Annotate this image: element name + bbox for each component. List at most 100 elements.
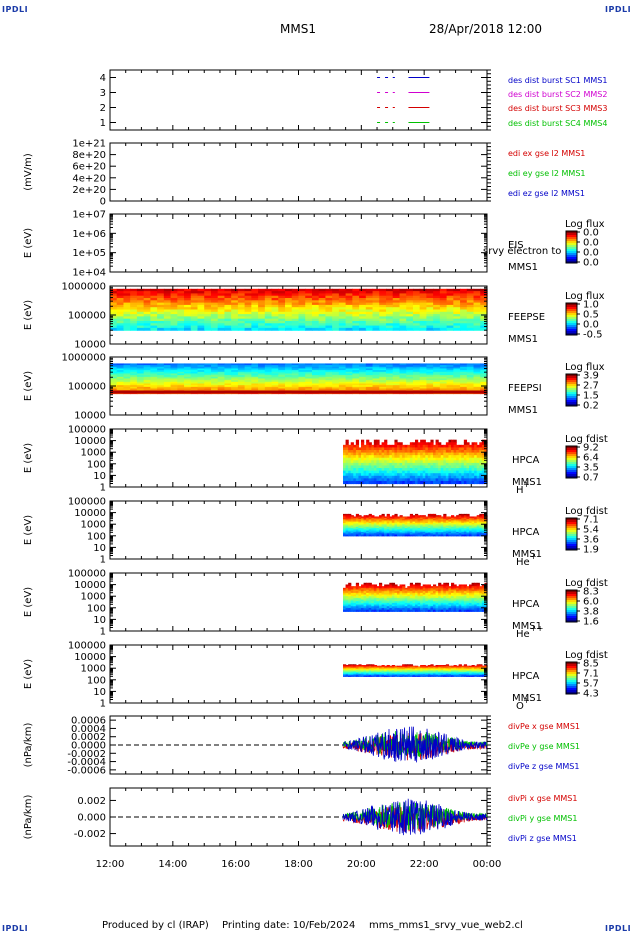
spectrogram-cell xyxy=(466,297,475,301)
spectrogram-cell xyxy=(430,522,434,525)
spectrogram-cell xyxy=(469,457,473,461)
spectrogram-cell xyxy=(376,596,380,599)
spectrogram-cell xyxy=(363,606,367,609)
colorbar-step xyxy=(566,448,577,451)
spectrogram-cell xyxy=(473,316,481,320)
spectrogram-cell xyxy=(451,522,455,525)
spectrogram-cell xyxy=(318,365,327,368)
spectrogram-cell xyxy=(136,295,145,299)
spectrogram-cell xyxy=(278,365,286,368)
spectrogram-cell xyxy=(237,314,246,317)
spectrogram-cell xyxy=(372,300,380,304)
spectrogram-cell xyxy=(479,519,483,521)
spectrogram-cell xyxy=(348,455,352,459)
spectrogram-cell xyxy=(366,524,370,527)
spectrogram-cell xyxy=(217,378,226,381)
spectrogram-cell xyxy=(371,599,375,602)
spectrogram-cell xyxy=(448,439,452,443)
spectrogram-cell xyxy=(325,297,333,301)
spectrogram-cell xyxy=(412,307,421,311)
spectrogram-cell xyxy=(371,449,375,454)
spectrogram-cell xyxy=(412,295,421,299)
spectrogram-cell xyxy=(130,300,138,304)
spectrogram-cell xyxy=(402,447,406,451)
spectrogram-cell xyxy=(177,307,185,311)
spectrogram-cell xyxy=(386,516,390,519)
spectrogram-cell xyxy=(461,521,465,524)
spectrogram-cell xyxy=(420,534,424,537)
spectrogram-cell xyxy=(443,447,447,451)
spectrogram-cell xyxy=(345,380,353,383)
spectrogram-cell xyxy=(258,297,266,301)
spectrogram-cell xyxy=(386,318,394,322)
spectrogram-cell xyxy=(361,594,365,597)
spectrogram-cell xyxy=(379,381,387,385)
spectrogram-cell xyxy=(350,515,354,518)
colorbar-step xyxy=(566,528,577,531)
spectrogram-cell xyxy=(343,609,347,612)
colorbar-step xyxy=(566,446,577,449)
spectrogram-cell xyxy=(419,385,428,388)
spectrogram-cell xyxy=(433,386,441,390)
spectrogram-cell xyxy=(170,365,178,368)
probe-label: MMS1 xyxy=(512,477,542,488)
spectrogram-cell xyxy=(463,475,468,479)
spectrogram-cell xyxy=(210,370,219,373)
spectrogram-cell xyxy=(412,371,421,375)
spectrogram-cell xyxy=(466,462,470,467)
spectrogram-cell xyxy=(453,380,461,383)
spectrogram-cell xyxy=(352,320,360,324)
spectrogram-cell xyxy=(384,449,388,454)
colorbar-tick-label: 9.2 xyxy=(583,443,599,454)
spectrogram-cell xyxy=(197,291,205,295)
spectrogram-cell xyxy=(332,383,340,386)
spectrogram-cell xyxy=(435,447,439,451)
spectrogram-cell xyxy=(371,607,375,611)
spectrogram-cell xyxy=(476,519,480,521)
spectrogram-cell xyxy=(258,373,266,376)
spectrogram-cell xyxy=(350,524,354,527)
spectrogram-cell xyxy=(204,293,212,297)
spectrogram-cell xyxy=(116,314,125,317)
spectrogram-cell xyxy=(438,529,442,532)
spectrogram-cell xyxy=(404,470,408,474)
spectrogram-cell xyxy=(391,516,396,519)
spectrogram-cell xyxy=(453,524,457,527)
spectrogram-cell xyxy=(439,291,448,295)
spectrogram-cell xyxy=(389,531,393,534)
spectrogram-cell xyxy=(425,528,429,530)
spectrogram-cell xyxy=(224,383,232,386)
spectrogram-cell xyxy=(361,473,365,477)
spectrogram-cell xyxy=(471,480,475,485)
spectrogram-cell xyxy=(445,525,450,528)
spectrogram-cell xyxy=(389,534,393,537)
spectrogram-cell xyxy=(386,311,394,315)
spectrogram-cell xyxy=(446,311,454,315)
spectrogram-cell xyxy=(412,288,421,292)
spectrogram-cell xyxy=(473,385,481,388)
spectrogram-cell xyxy=(446,320,454,324)
spectrogram-cell xyxy=(358,529,362,532)
spectrogram-cell xyxy=(376,526,380,529)
spectrogram-cell xyxy=(480,291,488,295)
spectrogram-cell xyxy=(422,524,426,527)
spectrogram-cell xyxy=(415,473,419,477)
spectrogram-cell xyxy=(451,465,455,469)
spectrogram-cell xyxy=(264,311,273,315)
spectrogram-cell xyxy=(481,468,486,472)
spectrogram-cell xyxy=(338,309,347,313)
spectrogram-cell xyxy=(110,316,118,320)
spectrogram-cell xyxy=(343,592,347,596)
spectrogram-cell xyxy=(456,528,460,530)
colorbar-step xyxy=(566,462,577,465)
colorbar-title: Log flux xyxy=(565,219,605,230)
spectrogram-cell xyxy=(427,470,432,474)
spectrogram-cell xyxy=(332,307,340,311)
spectrogram-cell xyxy=(157,318,165,322)
spectrogram-cell xyxy=(298,300,306,304)
spectrogram-cell xyxy=(271,293,279,297)
spectrogram-cell xyxy=(190,320,199,324)
spectrogram-cell xyxy=(373,522,378,525)
spectrogram-cell xyxy=(427,465,432,469)
spectrogram-cell xyxy=(345,515,349,518)
